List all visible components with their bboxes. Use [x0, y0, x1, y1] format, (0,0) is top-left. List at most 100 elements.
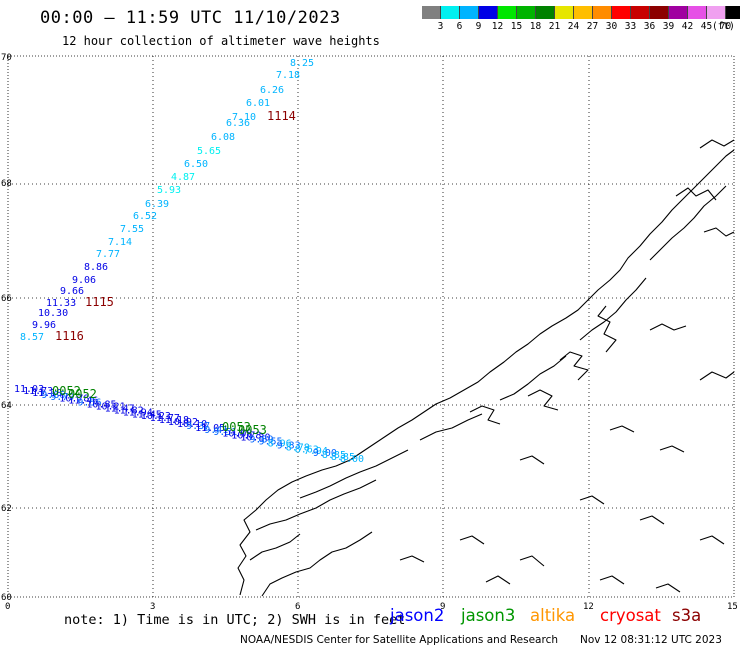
swh-label: 10.23: [141, 411, 171, 422]
scale-label: 70: [719, 21, 732, 32]
lat-label-70: 70: [1, 53, 12, 63]
color-swatch: [688, 6, 707, 19]
swh-label: 7.94: [304, 446, 328, 457]
swh-label: 9.56: [77, 398, 101, 409]
legend-altika: altika: [530, 606, 576, 625]
lon-label-6: 6: [295, 602, 300, 612]
color-swatch: [441, 6, 460, 19]
scale-label: 45: [700, 21, 713, 32]
swh-label: 11.46: [68, 396, 98, 407]
scale-label: 24: [567, 21, 580, 32]
legend-jason2: jason2: [390, 606, 445, 625]
color-swatch: [555, 6, 574, 19]
swh-label: 9.55: [259, 437, 283, 448]
swh-label: 7.18: [276, 70, 300, 81]
color-scale-bar: [422, 6, 740, 19]
scale-label: 30: [605, 21, 618, 32]
pass-code: 0053: [222, 420, 251, 434]
swh-label: 8.85: [331, 452, 355, 463]
color-swatch: [574, 6, 593, 19]
scale-label: 3: [437, 21, 444, 32]
legend-s3a: s3a: [672, 606, 702, 625]
pass-code: 0053: [238, 423, 267, 437]
swh-label: 11.73: [23, 386, 53, 397]
color-swatch: [593, 6, 612, 19]
swh-label: 11.47: [105, 403, 135, 414]
color-swatch: [517, 6, 536, 19]
timestamp-text: Nov 12 08:31:12 UTC 2023: [580, 634, 722, 646]
swh-label: 10.21: [96, 402, 126, 413]
color-swatch: [726, 6, 740, 19]
swh-label: 7.10: [232, 112, 256, 123]
swh-label: 11.45: [132, 409, 162, 420]
swh-label: 6.52: [133, 211, 157, 222]
scale-label: 18: [529, 21, 542, 32]
credit-text: NOAA/NESDIS Center for Satellite Applica…: [240, 634, 558, 646]
swh-label: 9.06: [72, 275, 96, 286]
scale-label: 6: [456, 21, 463, 32]
swh-label: 11.03: [14, 384, 44, 395]
scale-label: 39: [662, 21, 675, 32]
color-swatch: [707, 6, 726, 19]
swh-label: 9.51: [213, 427, 237, 438]
lat-label-64: 64: [1, 401, 12, 411]
footer-note: note: 1) Time is in UTC; 2) SWH is in fe…: [64, 612, 406, 628]
color-swatch: [498, 6, 517, 19]
lon-label-0: 0: [5, 602, 10, 612]
swh-label: 5.93: [157, 185, 181, 196]
scale-unit: (ft): [712, 21, 735, 32]
map-grid: [8, 56, 734, 597]
swh-label: 6.26: [260, 85, 284, 96]
swh-label: 8.00: [340, 454, 364, 465]
scale-label: 42: [681, 21, 694, 32]
swh-label: 11.18: [159, 415, 189, 426]
swh-label: 9.00: [313, 448, 337, 459]
swh-label: 8.78: [286, 442, 310, 453]
color-swatch: [669, 6, 688, 19]
swh-label: 8.63: [295, 444, 319, 455]
map-title: 00:00 – 11:59 UTC 11/10/2023: [40, 8, 341, 28]
track-1: 8.25 7.18 6.26 6.01 7.10 6.36 6.08 5.65 …: [20, 58, 314, 343]
legend-cryosat: cryosat: [600, 606, 661, 625]
lat-label-68: 68: [1, 179, 12, 189]
time-label: 1115: [85, 295, 114, 309]
swh-label: 10.08: [222, 429, 252, 440]
swh-label: 6.01: [246, 98, 270, 109]
legend-jason3: jason3: [461, 606, 516, 625]
swh-label: 9.33: [277, 440, 301, 451]
lat-label-66: 66: [1, 294, 12, 304]
color-swatch: [612, 6, 631, 19]
lat-label-62: 62: [1, 504, 12, 514]
lon-label-15: 15: [727, 602, 738, 612]
swh-label: 7.77: [96, 249, 120, 260]
color-scale-labels: 3 6 9 12 15 18 21 24 27 30 33 36 39 42 4…: [422, 21, 735, 32]
swh-label: 10.78: [59, 394, 89, 405]
scale-label: 15: [510, 21, 523, 32]
swh-label: 7.14: [108, 237, 132, 248]
color-swatch: [536, 6, 555, 19]
swh-label: 8.57: [20, 332, 44, 343]
map-subtitle: 12 hour collection of altimeter wave hei…: [62, 34, 380, 48]
scale-label: 21: [548, 21, 561, 32]
swh-label: 9.86: [41, 390, 65, 401]
swh-label: 9.66: [60, 286, 84, 297]
swh-label: 11.82: [114, 405, 144, 416]
lon-label-12: 12: [583, 602, 594, 612]
track-2: 11.0311.7311.109.869.7910.7811.469.5610.…: [14, 384, 364, 465]
swh-label: 7.55: [120, 224, 144, 235]
swh-label: 9.96: [32, 320, 56, 331]
swh-label: 11.77: [150, 413, 180, 424]
swh-label: 10.78: [231, 431, 261, 442]
lon-label-9: 9: [440, 602, 445, 612]
swh-label: 6.50: [184, 159, 208, 170]
swh-label: 9.79: [50, 392, 74, 403]
swh-label: 11.94: [123, 407, 153, 418]
color-swatch: [460, 6, 479, 19]
time-label: 1114: [267, 109, 296, 123]
lon-label-3: 3: [150, 602, 155, 612]
scale-label: 9: [475, 21, 482, 32]
color-swatch: [631, 6, 650, 19]
swh-label: 6.36: [226, 118, 250, 129]
color-swatch: [650, 6, 669, 19]
